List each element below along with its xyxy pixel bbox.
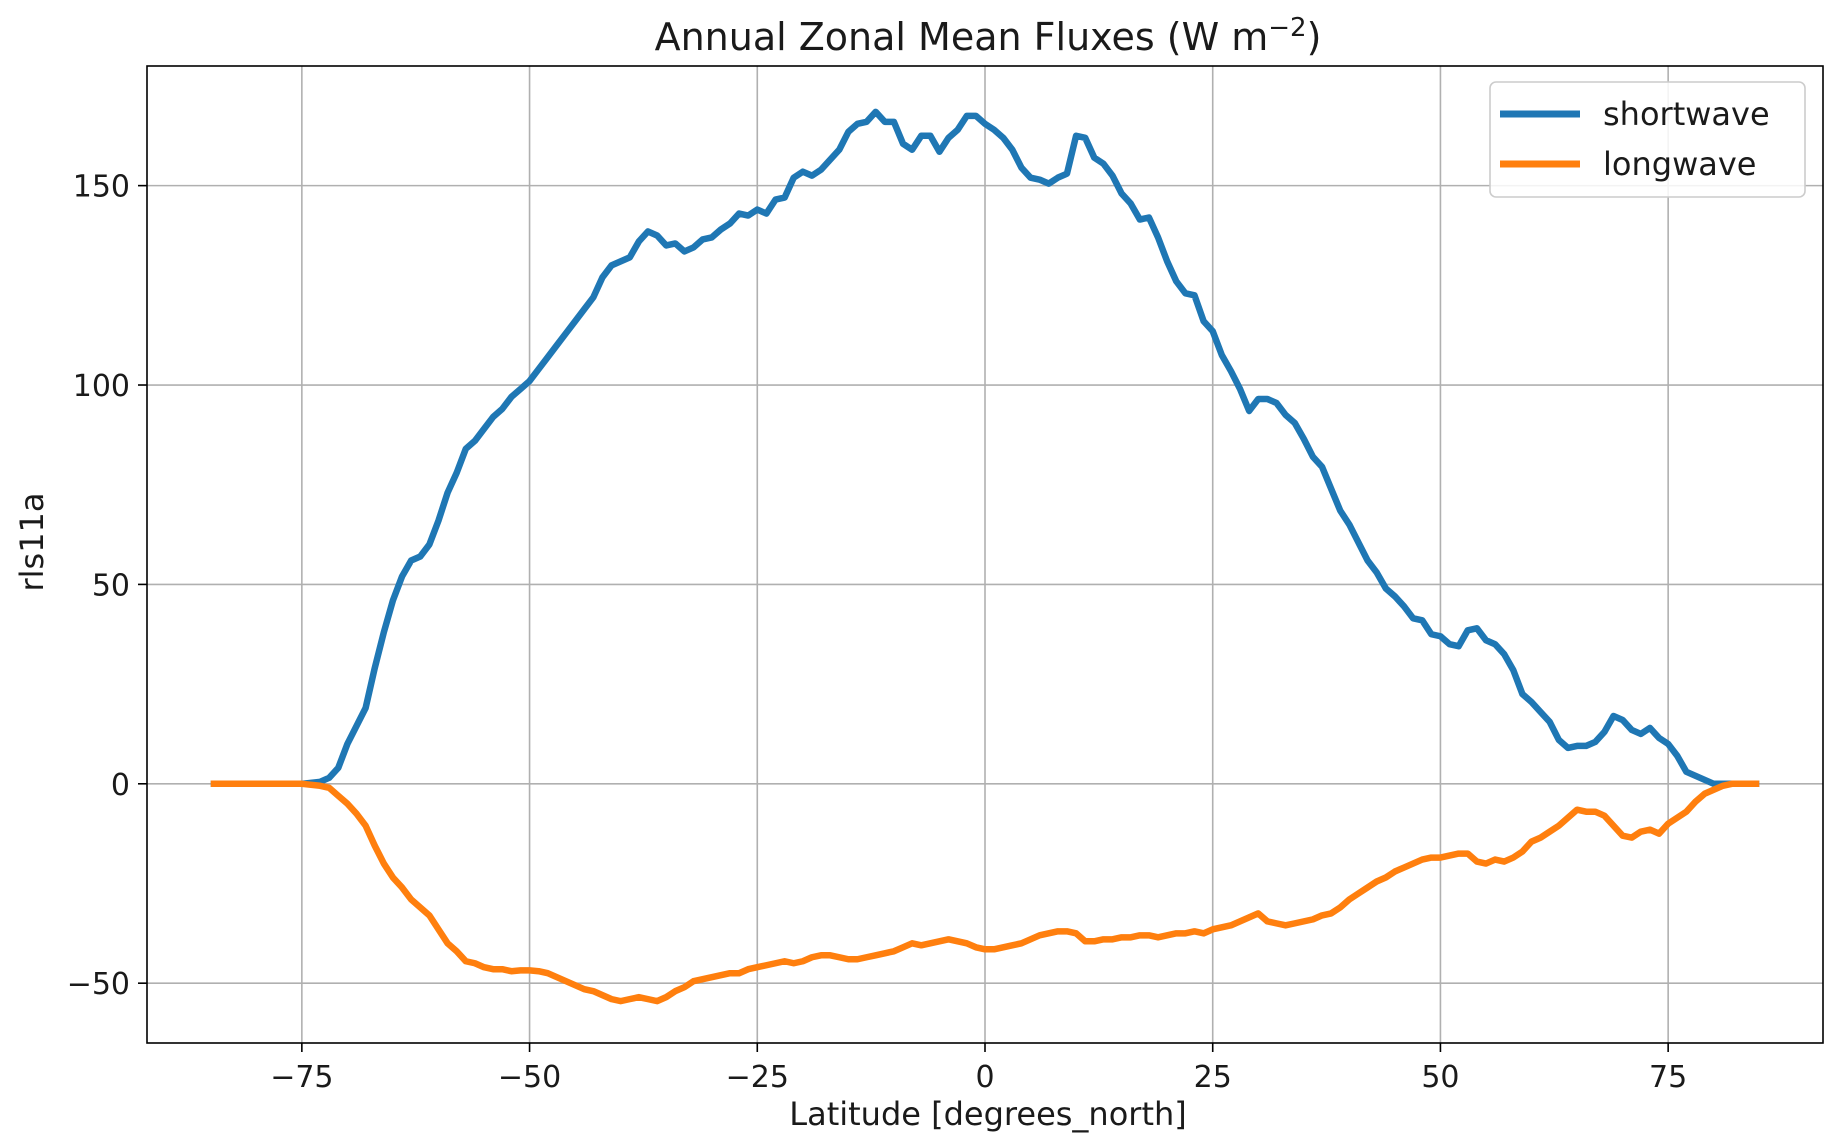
x-tick-label: −25 [726,1060,789,1095]
legend-label-shortwave: shortwave [1603,95,1770,133]
series-layer [210,108,1760,1005]
grid [147,66,1823,1043]
x-tick-label: 75 [1649,1060,1687,1095]
x-axis-title: Latitude [degrees_north] [789,1095,1187,1133]
chart-title: Annual Zonal Mean Fluxes (W m−2) [655,13,1322,59]
x-tick-label: −75 [270,1060,333,1095]
y-tick-label: 50 [92,568,130,603]
x-tick-label: 25 [1194,1060,1232,1095]
y-tick-label: 0 [111,768,130,803]
x-tick-label: 50 [1421,1060,1459,1095]
chart-title-close: ) [1307,15,1322,59]
chart-title-main: Annual Zonal Mean Fluxes (W m [655,15,1269,59]
chart-title-superscript: −2 [1268,13,1306,43]
y-tick-label: 100 [73,369,130,404]
y-axis: −50 0 50 100 150 [67,170,147,1002]
y-axis-title: rls11a [13,492,51,591]
legend: shortwave longwave [1489,81,1806,198]
series-line-longwave [210,780,1760,1005]
series-line-shortwave [210,108,1760,788]
x-axis: −75 −50 −25 0 25 50 75 [270,1043,1687,1095]
x-tick-label: 0 [975,1060,994,1095]
y-tick-label: 150 [73,170,130,205]
legend-label-longwave: longwave [1603,145,1756,183]
y-tick-label: −50 [67,967,130,1002]
x-tick-label: −50 [498,1060,561,1095]
